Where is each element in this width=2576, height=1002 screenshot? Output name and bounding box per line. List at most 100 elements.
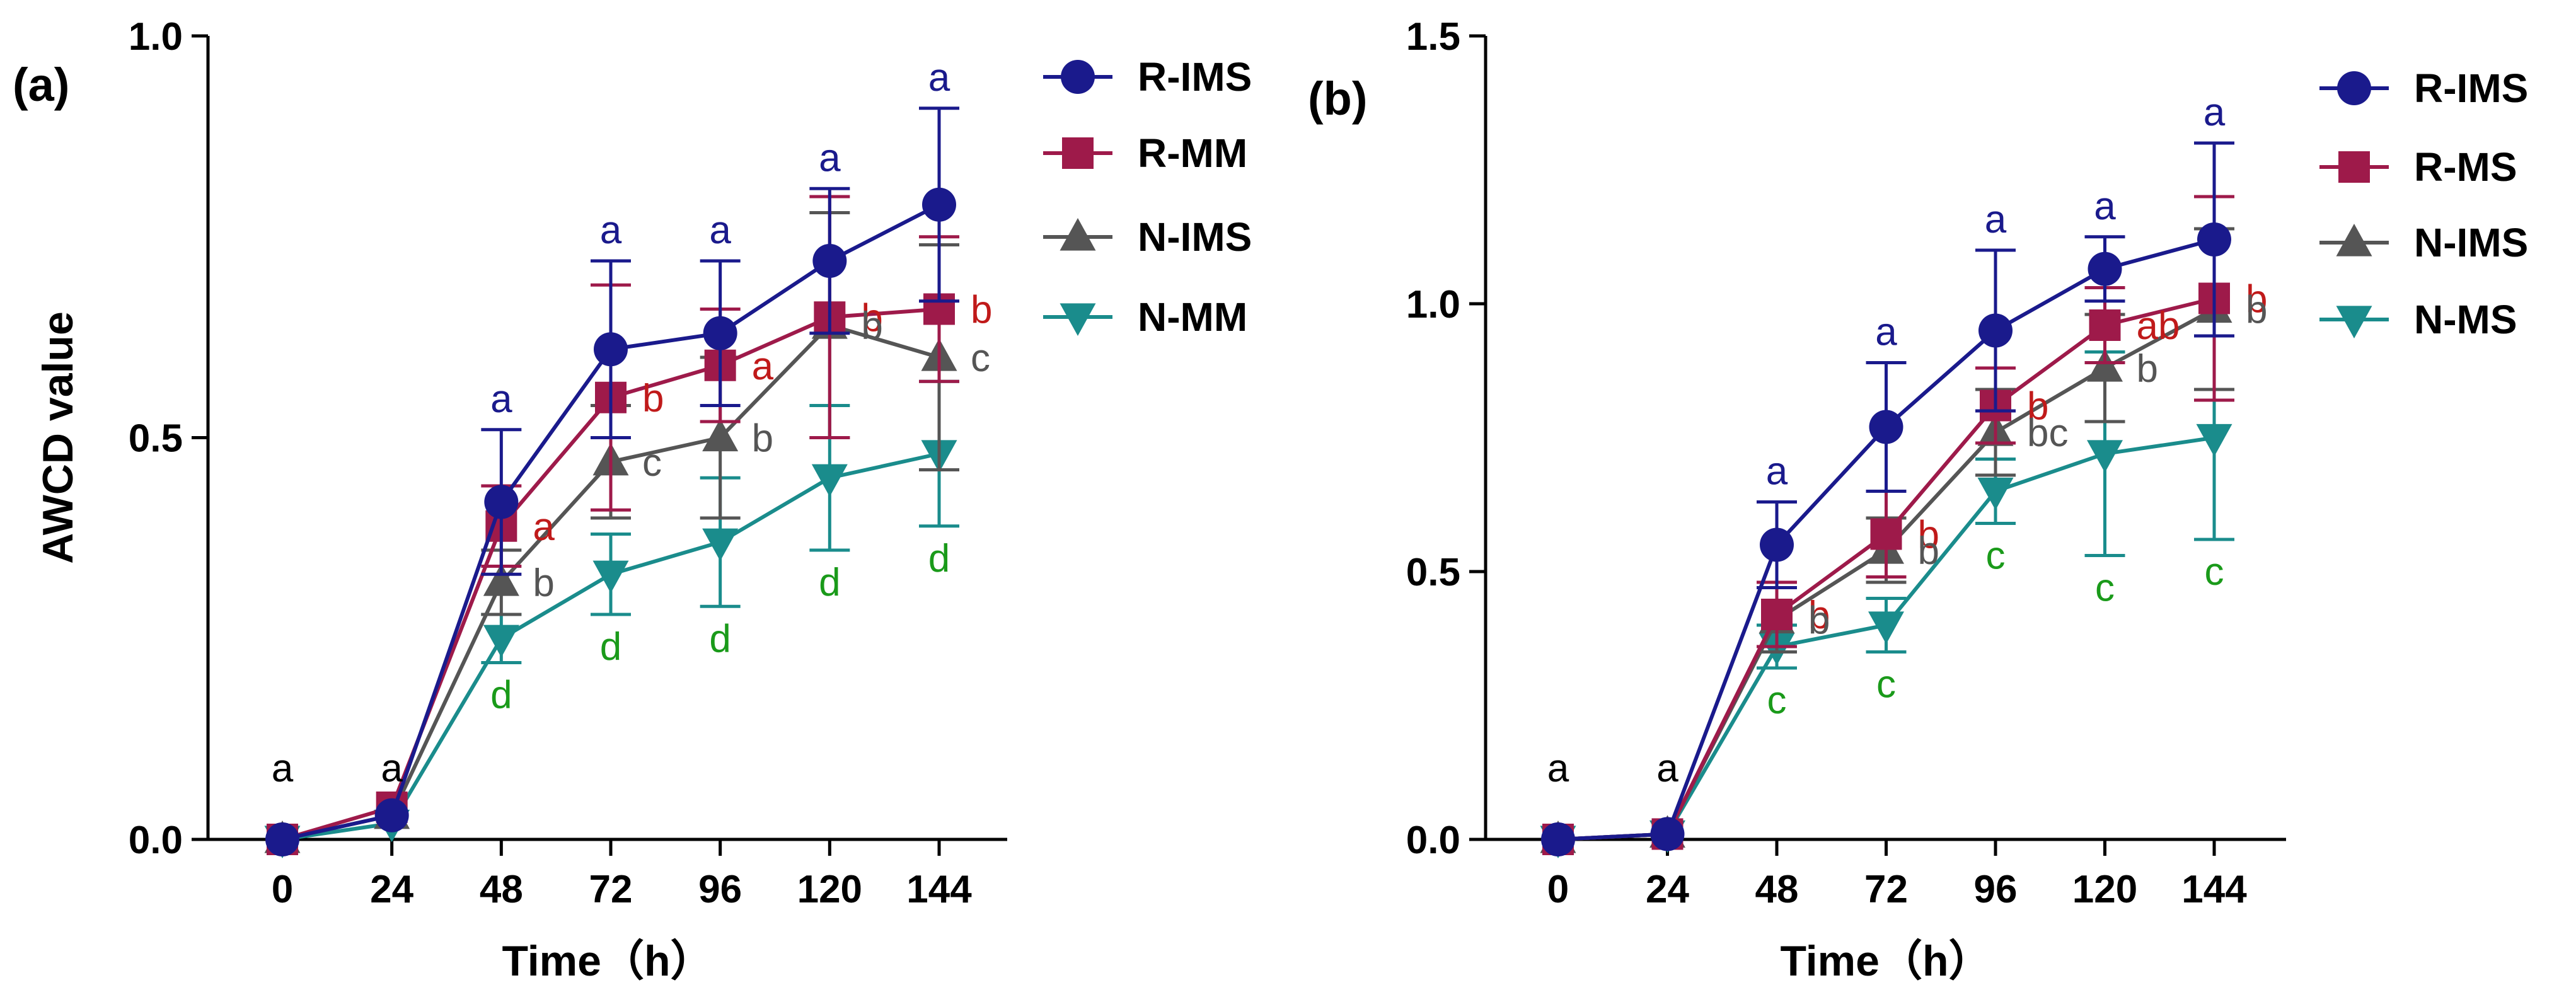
- x-tick-label: 24: [370, 868, 413, 911]
- x-tick-label: 96: [1974, 868, 2018, 911]
- legend-entry-r-ms: R-MS: [2319, 144, 2517, 190]
- x-tick-label: 0: [272, 868, 293, 911]
- x-tick-label: 0: [1547, 868, 1569, 911]
- data-point: [702, 528, 739, 561]
- significance-letter: d: [928, 537, 950, 580]
- significance-letter: a: [928, 56, 950, 100]
- data-point: [703, 316, 737, 350]
- series-r-mm: [267, 195, 959, 855]
- legend-marker: [2338, 151, 2370, 183]
- x-tick-label: 72: [589, 868, 633, 911]
- data-point: [483, 563, 519, 596]
- y-tick-label: 0.5: [1406, 551, 1460, 594]
- series-n-ms: [1540, 334, 2234, 858]
- legend-marker: [1060, 218, 1096, 251]
- significance-letter: b: [752, 417, 773, 461]
- x-tick-label: 120: [797, 868, 862, 911]
- data-point: [374, 798, 409, 832]
- panel-b: 0.0 0.5 1.0 1.5 0 24 48 72 96 120 144 Time（h） (b) a a a…: [1308, 15, 2528, 985]
- significance-letter: a: [2094, 185, 2116, 228]
- significance-letter: b: [861, 304, 882, 348]
- x-axis-title: Time（h）: [502, 937, 713, 985]
- data-point: [265, 822, 299, 856]
- significance-letter: c: [1986, 534, 2006, 578]
- significance-letter: a: [272, 747, 294, 790]
- legend-entry-r-ims: R-IMS: [1043, 54, 1252, 100]
- legend-entry-r-ims: R-IMS: [2319, 66, 2528, 111]
- x-tick-label: 144: [2181, 868, 2247, 911]
- data-point: [812, 244, 847, 278]
- significance-letter: a: [2203, 91, 2226, 134]
- significance-letter: a: [709, 209, 731, 252]
- legend-marker: [2337, 71, 2371, 105]
- series-r-ims: [1541, 141, 2234, 856]
- significance-letter: d: [600, 625, 621, 669]
- data-point: [2088, 251, 2122, 286]
- legend-label: N-MS: [2414, 297, 2517, 342]
- y-tick-label: 1.0: [129, 15, 183, 59]
- data-point: [484, 485, 519, 519]
- significance-letter: ab: [2137, 304, 2180, 348]
- significance-letter: b: [2246, 278, 2267, 321]
- significance-letter: c: [971, 337, 990, 380]
- legend-marker: [2336, 306, 2372, 338]
- y-tick-label: 0.0: [129, 819, 183, 862]
- significance-letter: a: [819, 136, 841, 180]
- significance-letter: b: [642, 377, 664, 420]
- data-point: [2089, 309, 2121, 341]
- significance-letter: b: [2137, 347, 2158, 391]
- significance-letter: b: [1808, 599, 1830, 643]
- significance-letter: c: [1767, 679, 1787, 722]
- y-tick-label: 0.5: [129, 417, 183, 461]
- legend-label: N-IMS: [2414, 220, 2528, 265]
- panel-label: (a): [13, 59, 69, 111]
- legend-label: N-IMS: [1138, 214, 1252, 260]
- x-axis-title: Time（h）: [1780, 937, 1991, 985]
- x-tick-label: 48: [480, 868, 523, 911]
- y-axis-title: AWCD value: [34, 311, 82, 564]
- significance-letter: b: [1918, 529, 1939, 573]
- data-point: [483, 625, 519, 658]
- legend-label: R-MS: [2414, 144, 2517, 190]
- legend-entry-n-ms: N-MS: [2319, 297, 2517, 342]
- significance-letter: a: [752, 345, 774, 388]
- significance-letter: bc: [2027, 412, 2068, 455]
- significance-letter: c: [1876, 663, 1896, 706]
- data-point: [2196, 423, 2232, 457]
- data-point: [811, 464, 848, 497]
- panel-label: (b): [1308, 72, 1368, 125]
- data-point: [1760, 527, 1794, 562]
- data-point: [1870, 518, 1902, 550]
- significance-letter: b: [1918, 514, 1939, 557]
- data-point: [1869, 410, 1903, 444]
- legend-entry-n-ims: N-IMS: [2319, 220, 2528, 265]
- data-point: [2087, 349, 2123, 382]
- legend-label: N-MM: [1138, 294, 1247, 340]
- data-point: [2087, 440, 2123, 473]
- data-point: [1978, 313, 2013, 348]
- x-tick-label: 72: [1864, 868, 1908, 911]
- legend-entry-n-mm: N-MM: [1043, 294, 1247, 340]
- y-tick-label: 1.5: [1406, 15, 1460, 59]
- legend-entry-n-ims: N-IMS: [1043, 214, 1252, 260]
- data-point: [594, 332, 628, 367]
- significance-letter: b: [2246, 289, 2267, 332]
- series-r-ims: [265, 107, 959, 856]
- data-point: [1761, 599, 1793, 630]
- y-tick-label: 1.0: [1406, 283, 1460, 326]
- significance-letter: a: [1656, 747, 1678, 790]
- significance-letter: d: [709, 617, 731, 660]
- legend-label: R-IMS: [2414, 66, 2528, 111]
- legend-label: R-IMS: [1138, 54, 1252, 100]
- data-point: [592, 560, 629, 594]
- data-point: [1541, 822, 1575, 856]
- x-tick-label: 120: [2072, 868, 2137, 911]
- x-tick-label: 48: [1755, 868, 1799, 911]
- data-point: [702, 418, 739, 452]
- legend-marker: [2336, 224, 2372, 256]
- significance-letter: d: [819, 561, 840, 604]
- legend-label: R-MM: [1138, 130, 1247, 176]
- legend-entry-r-mm: R-MM: [1043, 130, 1247, 176]
- significance-letter: a: [490, 377, 512, 421]
- legend-marker: [1062, 137, 1094, 169]
